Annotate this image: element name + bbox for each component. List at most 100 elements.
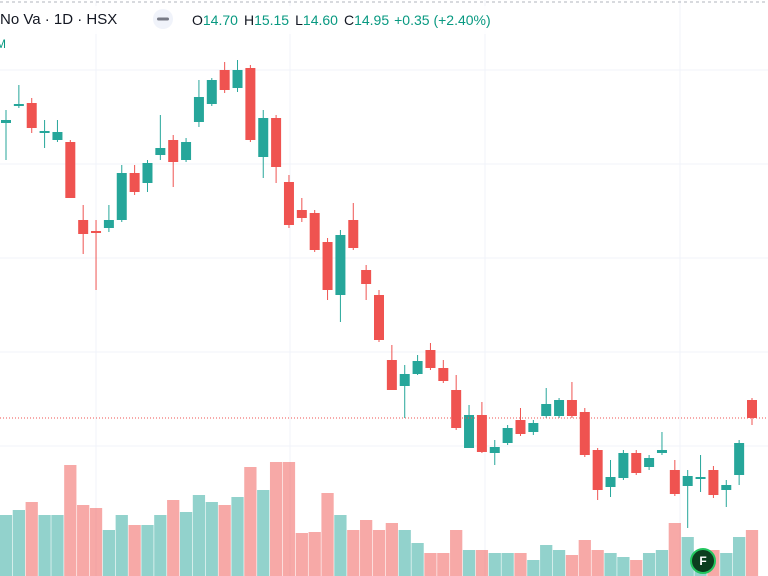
- candle-body: [181, 142, 192, 160]
- candle-body: [39, 131, 50, 133]
- candle-body: [258, 118, 269, 157]
- volume-bar: [424, 553, 437, 576]
- candle-body: [26, 103, 37, 128]
- volume-bar: [630, 560, 643, 576]
- candle-body: [219, 70, 230, 90]
- volume-bar: [25, 502, 38, 576]
- collapse-icon: [157, 17, 169, 21]
- volume-bar: [745, 530, 759, 576]
- candle-body: [631, 453, 642, 473]
- volume-bar: [51, 515, 64, 576]
- volume-layer: [0, 462, 759, 576]
- ohlc-legend: O14.70 H15.15 L14.60 C14.95 +0.35 (+2.40%): [192, 12, 491, 28]
- candle-body: [271, 118, 282, 167]
- volume-bar: [475, 550, 489, 576]
- candle-body: [116, 173, 127, 220]
- volume-bar: [514, 553, 527, 576]
- volume-bar: [12, 510, 25, 576]
- candle-body: [618, 453, 629, 478]
- low-value: 14.60: [303, 12, 338, 28]
- volume-bar: [462, 550, 476, 576]
- candle-body: [296, 210, 307, 218]
- badge-circle[interactable]: [690, 548, 716, 574]
- volume-bar: [192, 495, 206, 576]
- candle-body: [451, 390, 462, 428]
- candle-body: [476, 415, 487, 452]
- volume-bar: [154, 515, 167, 576]
- volume-bar: [501, 553, 514, 576]
- candle-body: [515, 420, 526, 434]
- volume-bar: [102, 530, 116, 576]
- volume-bar: [450, 530, 463, 576]
- candle-body: [734, 443, 745, 475]
- candle-body: [438, 368, 449, 381]
- candle-body: [283, 182, 294, 225]
- symbol: No Va · 1D · HSX: [0, 11, 117, 28]
- candle-body: [566, 400, 577, 416]
- high-label: H: [244, 12, 254, 28]
- volume-bar: [282, 462, 296, 576]
- badge-text: F: [699, 554, 706, 568]
- open-value: 14.70: [203, 12, 238, 28]
- candle-body: [155, 148, 166, 155]
- volume-bar: [527, 560, 540, 576]
- volume-bar: [681, 537, 694, 576]
- high-value: 15.15: [254, 12, 289, 28]
- candle-body: [91, 231, 102, 233]
- header: No Va · 1D · HSX O14.70 H15.15 L14.60 C14.9…: [0, 6, 545, 51]
- candle-body: [644, 458, 655, 467]
- candle-body: [669, 470, 680, 494]
- candle-body: [322, 242, 333, 290]
- candle-body: [206, 80, 217, 104]
- volume-bar: [38, 515, 51, 576]
- badge[interactable]: F: [690, 548, 716, 574]
- candle-body: [425, 350, 436, 368]
- volume-bar: [552, 550, 566, 576]
- header-bg: [0, 6, 545, 34]
- volume-bar: [128, 525, 141, 576]
- candle-body: [245, 68, 256, 140]
- candle-body: [361, 270, 372, 284]
- volume-bar: [89, 508, 103, 576]
- volume-bar: [360, 520, 373, 576]
- candle-body: [1, 120, 11, 123]
- volume-bar: [540, 545, 553, 576]
- candle-body: [721, 485, 732, 490]
- open-label: O: [192, 12, 203, 28]
- volume-bar: [64, 465, 77, 576]
- volume-bar: [179, 512, 193, 576]
- volume-bar: [372, 530, 386, 576]
- volume-bar: [77, 505, 90, 576]
- candle-body: [541, 404, 552, 416]
- candle-body: [193, 97, 204, 122]
- volume-bar: [0, 515, 13, 576]
- volume-bar: [591, 550, 604, 576]
- close-value: 14.95: [354, 12, 389, 28]
- candle-body: [554, 400, 565, 416]
- volume-bar: [437, 553, 450, 576]
- candle-body: [129, 173, 140, 192]
- candle-body: [52, 132, 63, 140]
- candle-body: [65, 142, 76, 198]
- candle-body: [309, 213, 320, 250]
- candle-body: [13, 104, 24, 106]
- candle-body: [348, 220, 359, 248]
- volume-bar: [668, 523, 681, 576]
- candle-body: [464, 415, 475, 448]
- volume-bar: [308, 532, 321, 576]
- candle-body: [528, 423, 539, 432]
- volume-bar: [257, 490, 270, 576]
- volume-bar: [167, 500, 180, 576]
- candle-body: [412, 361, 423, 374]
- volume-bar: [720, 553, 733, 576]
- candle-body: [78, 220, 89, 234]
- candle-body: [232, 70, 243, 88]
- candle-body: [399, 374, 410, 386]
- volume-bar: [642, 553, 656, 576]
- volume-bar: [578, 540, 591, 576]
- volume-label: M: [0, 37, 6, 51]
- candle-body: [592, 450, 603, 490]
